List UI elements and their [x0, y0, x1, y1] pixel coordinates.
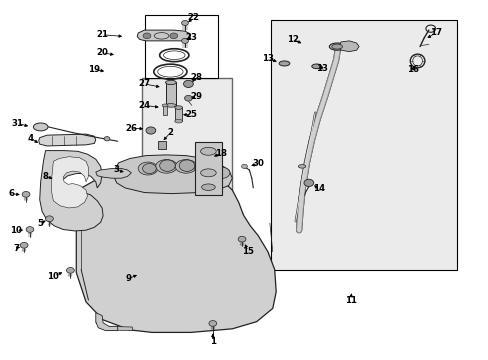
- Text: 6: 6: [8, 189, 14, 198]
- Text: 12: 12: [286, 35, 299, 44]
- Circle shape: [26, 226, 34, 232]
- Text: 23: 23: [185, 33, 198, 42]
- Ellipse shape: [329, 43, 344, 50]
- Polygon shape: [114, 155, 232, 194]
- Ellipse shape: [200, 169, 216, 177]
- Text: 9: 9: [125, 274, 131, 283]
- Text: 20: 20: [96, 48, 108, 57]
- Ellipse shape: [138, 162, 158, 175]
- Polygon shape: [76, 163, 276, 332]
- Polygon shape: [39, 134, 96, 146]
- Polygon shape: [338, 41, 358, 51]
- Ellipse shape: [174, 106, 182, 109]
- Circle shape: [198, 163, 212, 174]
- Text: 10: 10: [10, 226, 22, 235]
- Circle shape: [208, 320, 216, 326]
- Text: 29: 29: [190, 92, 203, 101]
- Polygon shape: [96, 320, 132, 330]
- Circle shape: [45, 216, 53, 222]
- Text: 4: 4: [28, 134, 34, 143]
- Text: 26: 26: [125, 123, 137, 132]
- Ellipse shape: [200, 147, 216, 155]
- Ellipse shape: [212, 167, 229, 179]
- Ellipse shape: [165, 104, 176, 107]
- Bar: [142, 78, 232, 207]
- Text: 30: 30: [252, 159, 264, 168]
- Ellipse shape: [201, 184, 215, 190]
- Text: 25: 25: [184, 110, 196, 119]
- Text: 1: 1: [209, 337, 215, 346]
- Text: 28: 28: [190, 73, 203, 82]
- Circle shape: [66, 267, 74, 273]
- Text: 22: 22: [187, 13, 199, 22]
- Polygon shape: [137, 30, 189, 41]
- Ellipse shape: [162, 104, 167, 107]
- Text: 5: 5: [38, 219, 43, 228]
- Bar: [158, 141, 166, 149]
- Ellipse shape: [165, 80, 176, 85]
- Text: 15: 15: [242, 247, 254, 256]
- Ellipse shape: [156, 159, 177, 173]
- Text: 13: 13: [262, 54, 273, 63]
- Text: 24: 24: [138, 101, 150, 110]
- Bar: [162, 105, 167, 116]
- Circle shape: [304, 179, 313, 186]
- Bar: [194, 142, 221, 195]
- Text: 19: 19: [88, 65, 100, 74]
- Circle shape: [159, 160, 175, 171]
- Text: 11: 11: [344, 296, 356, 305]
- Bar: [144, 15, 217, 78]
- Ellipse shape: [33, 123, 48, 131]
- Text: 27: 27: [138, 80, 150, 89]
- Text: 16: 16: [406, 65, 418, 74]
- Circle shape: [238, 236, 245, 242]
- Circle shape: [183, 80, 193, 87]
- Ellipse shape: [331, 44, 342, 49]
- Circle shape: [241, 164, 247, 168]
- Circle shape: [143, 33, 151, 39]
- Polygon shape: [51, 157, 88, 208]
- Ellipse shape: [194, 162, 216, 175]
- Circle shape: [104, 136, 110, 141]
- Bar: [175, 108, 182, 121]
- Circle shape: [20, 242, 28, 248]
- Text: 18: 18: [215, 149, 226, 158]
- Text: 3: 3: [114, 166, 120, 175]
- Circle shape: [142, 163, 156, 174]
- Polygon shape: [96, 313, 118, 330]
- Ellipse shape: [279, 61, 289, 66]
- Text: 13: 13: [316, 64, 328, 73]
- Text: 14: 14: [312, 184, 324, 193]
- Text: 10: 10: [47, 271, 59, 280]
- Text: 2: 2: [167, 128, 173, 137]
- Circle shape: [181, 39, 188, 43]
- Polygon shape: [96, 168, 131, 178]
- Ellipse shape: [174, 120, 182, 123]
- Text: 17: 17: [428, 28, 441, 37]
- Text: 21: 21: [96, 30, 108, 39]
- Circle shape: [22, 192, 30, 197]
- Bar: [271, 21, 456, 270]
- Text: 31: 31: [12, 119, 24, 128]
- Ellipse shape: [311, 64, 321, 69]
- Circle shape: [184, 95, 192, 101]
- Bar: [165, 82, 176, 106]
- Circle shape: [179, 160, 194, 171]
- Circle shape: [146, 127, 156, 134]
- Circle shape: [181, 21, 188, 26]
- Text: 7: 7: [13, 244, 20, 253]
- Circle shape: [169, 33, 177, 39]
- Text: 8: 8: [42, 172, 48, 181]
- Polygon shape: [40, 150, 103, 231]
- Ellipse shape: [175, 159, 196, 173]
- Ellipse shape: [298, 165, 305, 168]
